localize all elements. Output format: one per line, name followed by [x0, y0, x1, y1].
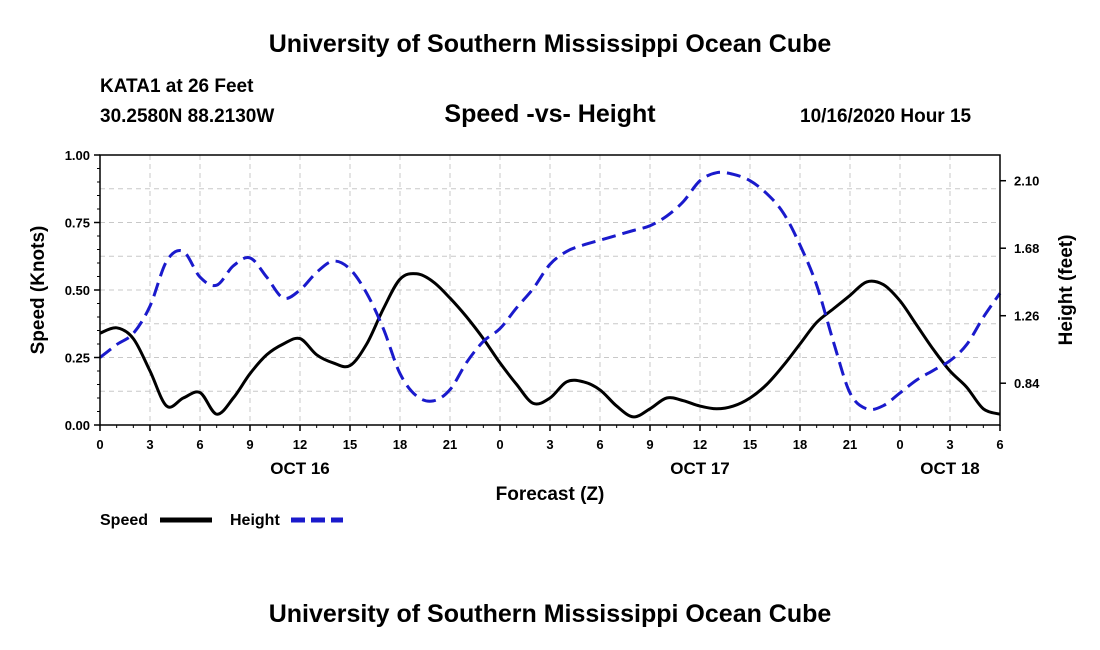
- legend-label-height: Height: [230, 512, 280, 529]
- day-label: OCT 17: [670, 459, 730, 478]
- x-tick-label: 18: [393, 437, 407, 452]
- x-tick-label: 6: [996, 437, 1003, 452]
- x-tick-label: 3: [546, 437, 553, 452]
- grid-lines: [100, 155, 1000, 425]
- x-tick-label: 6: [596, 437, 603, 452]
- chart-subtitle: Speed -vs- Height: [444, 100, 656, 128]
- y-axis-title: Speed (Knots): [28, 226, 49, 355]
- x-tick-label: 12: [293, 437, 307, 452]
- x-tick-label: 15: [743, 437, 757, 452]
- x-tick-label: 18: [793, 437, 807, 452]
- y-tick-label: 0.25: [65, 351, 90, 366]
- series-line-speed: [99, 272, 1001, 419]
- y2-tick-label: 1.68: [1014, 241, 1039, 256]
- day-label: OCT 16: [270, 459, 330, 478]
- x-tick-label: 3: [946, 437, 953, 452]
- legend-label-speed: Speed: [100, 512, 148, 529]
- y2-tick-label: 1.26: [1014, 309, 1039, 324]
- x-axis-title: Forecast (Z): [496, 484, 605, 505]
- x-tick-label: 6: [196, 437, 203, 452]
- chart-title-bottom: University of Southern Mississippi Ocean…: [268, 600, 832, 628]
- axis-labels: 0.00 0.25 0.50 0.75 1.00 0.84 1.26 1.68 2.10 0 3 6 9…: [65, 148, 1040, 478]
- x-tick-label: 0: [96, 437, 103, 452]
- series-layer: [99, 170, 1002, 419]
- y2-tick-label: 0.84: [1014, 376, 1040, 391]
- forecast-datestamp: 10/16/2020 Hour 15: [800, 106, 972, 127]
- y-tick-label: 0.75: [65, 216, 90, 231]
- x-tick-label: 9: [646, 437, 653, 452]
- y2-axis-title: Height (feet): [1056, 235, 1077, 346]
- x-tick-label: 9: [246, 437, 253, 452]
- x-tick-label: 21: [843, 437, 857, 452]
- y-tick-label: 0.00: [65, 418, 90, 433]
- station-label: KATA1 at 26 Feet: [100, 76, 254, 97]
- x-tick-label: 0: [496, 437, 503, 452]
- x-tick-label: 0: [896, 437, 903, 452]
- axis-ticks: [94, 154, 1006, 431]
- station-coordinates: 30.2580N 88.2130W: [100, 106, 275, 127]
- day-label: OCT 18: [920, 459, 980, 478]
- series-line-height: [99, 170, 1002, 412]
- y-tick-label: 0.50: [65, 283, 90, 298]
- x-tick-label: 21: [443, 437, 457, 452]
- legend: Speed Height: [100, 512, 343, 529]
- x-tick-label: 12: [693, 437, 707, 452]
- x-tick-label: 15: [343, 437, 357, 452]
- y-tick-label: 1.00: [65, 148, 90, 163]
- chart-title-top: University of Southern Mississippi Ocean…: [268, 30, 832, 58]
- y2-tick-label: 2.10: [1014, 174, 1039, 189]
- x-tick-label: 3: [146, 437, 153, 452]
